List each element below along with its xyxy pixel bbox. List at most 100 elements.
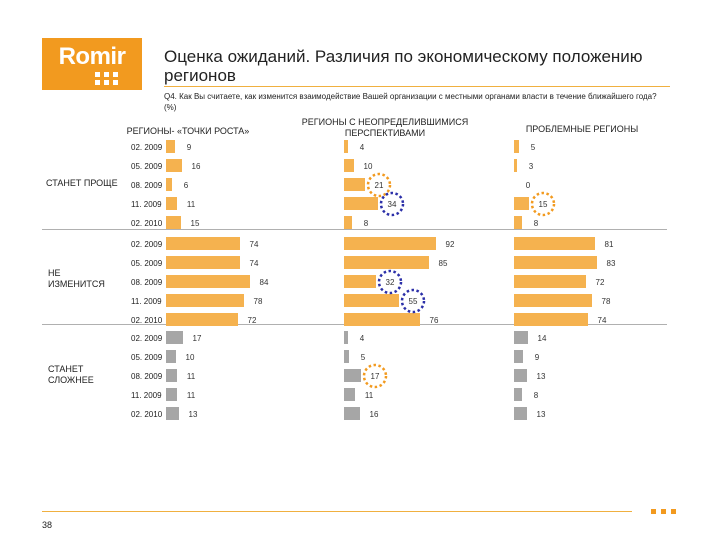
bar	[514, 350, 523, 363]
column-header-problem: ПРОБЛЕМНЫЕ РЕГИОНЫ	[525, 124, 639, 134]
data-label: 78	[254, 297, 263, 306]
bar	[344, 294, 399, 307]
data-label: 74	[598, 316, 607, 325]
data-label: 83	[607, 259, 616, 268]
data-label: 74	[250, 240, 259, 249]
bar	[166, 256, 240, 269]
period-tick-label: 08. 2009	[131, 278, 163, 287]
highlight-circle	[362, 363, 388, 389]
bar	[166, 216, 181, 229]
data-label: 9	[187, 143, 192, 152]
logo-text: Romir	[58, 43, 126, 70]
data-label: 15	[539, 200, 548, 209]
data-label: 92	[446, 240, 455, 249]
bar	[166, 237, 240, 250]
data-label: 0	[526, 181, 531, 190]
data-label: 11	[187, 372, 196, 381]
bar	[514, 140, 519, 153]
bar	[514, 256, 597, 269]
data-label: 4	[360, 334, 365, 343]
bar	[514, 388, 522, 401]
period-tick-label: 02. 2010	[131, 219, 163, 228]
period-tick-label: 02. 2009	[131, 334, 163, 343]
period-tick-label: 11. 2009	[131, 391, 162, 400]
data-label: 5	[361, 353, 366, 362]
data-label: 55	[409, 297, 418, 306]
data-label: 6	[184, 181, 189, 190]
data-label: 84	[260, 278, 269, 287]
bar	[514, 294, 592, 307]
period-tick-label: 05. 2009	[131, 259, 163, 268]
period-tick-label: 05. 2009	[131, 162, 163, 171]
data-label: 3	[529, 162, 534, 171]
data-label: 16	[192, 162, 201, 171]
section-divider	[42, 229, 667, 230]
footer-dots	[651, 509, 681, 515]
highlight-circle	[400, 288, 426, 314]
bar	[166, 350, 176, 363]
page-number: 38	[42, 520, 53, 530]
section-label-unchanged: НЕ ИЗМЕНИТСЯ	[48, 268, 105, 289]
period-tick-label: 02. 2009	[131, 143, 163, 152]
data-label: 11	[365, 391, 374, 400]
bar	[344, 159, 354, 172]
data-label: 81	[605, 240, 614, 249]
bar	[514, 237, 595, 250]
data-label: 32	[386, 278, 395, 287]
bar	[344, 216, 352, 229]
data-label: 8	[534, 391, 539, 400]
bar	[344, 256, 429, 269]
bar	[166, 197, 177, 210]
bar	[166, 388, 177, 401]
bar	[514, 407, 527, 420]
period-tick-label: 02. 2010	[131, 410, 163, 419]
bar	[344, 313, 420, 326]
column-header-growth: РЕГИОНЫ- «ТОЧКИ РОСТА»	[126, 126, 250, 136]
data-label: 5	[531, 143, 536, 152]
data-label: 17	[193, 334, 202, 343]
bar	[344, 197, 378, 210]
data-label: 11	[187, 391, 196, 400]
data-label: 13	[189, 410, 198, 419]
bar	[514, 197, 529, 210]
bar	[344, 237, 436, 250]
period-tick-label: 08. 2009	[131, 372, 163, 381]
footer-divider	[42, 511, 632, 512]
data-label: 21	[375, 181, 384, 190]
data-label: 4	[360, 143, 365, 152]
data-label: 8	[364, 219, 369, 228]
period-tick-label: 11. 2009	[131, 200, 162, 209]
question-text: Q4. Как Вы считаете, как изменится взаим…	[164, 92, 657, 112]
bar	[514, 216, 522, 229]
bar	[166, 369, 177, 382]
period-tick-label: 08. 2009	[131, 181, 163, 190]
bar	[344, 140, 348, 153]
data-label: 8	[534, 219, 539, 228]
data-label: 72	[248, 316, 257, 325]
data-label: 14	[538, 334, 547, 343]
bar	[344, 388, 355, 401]
bar	[344, 407, 360, 420]
bar	[514, 275, 586, 288]
bar	[344, 275, 376, 288]
title-divider	[164, 86, 670, 87]
logo-dots	[95, 72, 127, 86]
period-tick-label: 11. 2009	[131, 297, 162, 306]
data-label: 10	[364, 162, 373, 171]
bar	[166, 407, 179, 420]
data-label: 34	[388, 200, 397, 209]
bar	[166, 275, 250, 288]
bar	[514, 331, 528, 344]
page-title: Оценка ожиданий. Различия по экономическ…	[164, 47, 643, 85]
period-tick-label: 05. 2009	[131, 353, 163, 362]
bar	[166, 140, 175, 153]
period-tick-label: 02. 2010	[131, 316, 163, 325]
data-label: 11	[187, 200, 196, 209]
highlight-circle	[379, 191, 405, 217]
data-label: 10	[186, 353, 195, 362]
bar	[166, 331, 183, 344]
column-header-uncertain: РЕГИОНЫ С НЕОПРЕДЕЛИВШИМИСЯ ПЕРСПЕКТИВАМ…	[301, 117, 469, 138]
data-label: 13	[537, 372, 546, 381]
highlight-circle	[377, 269, 403, 295]
